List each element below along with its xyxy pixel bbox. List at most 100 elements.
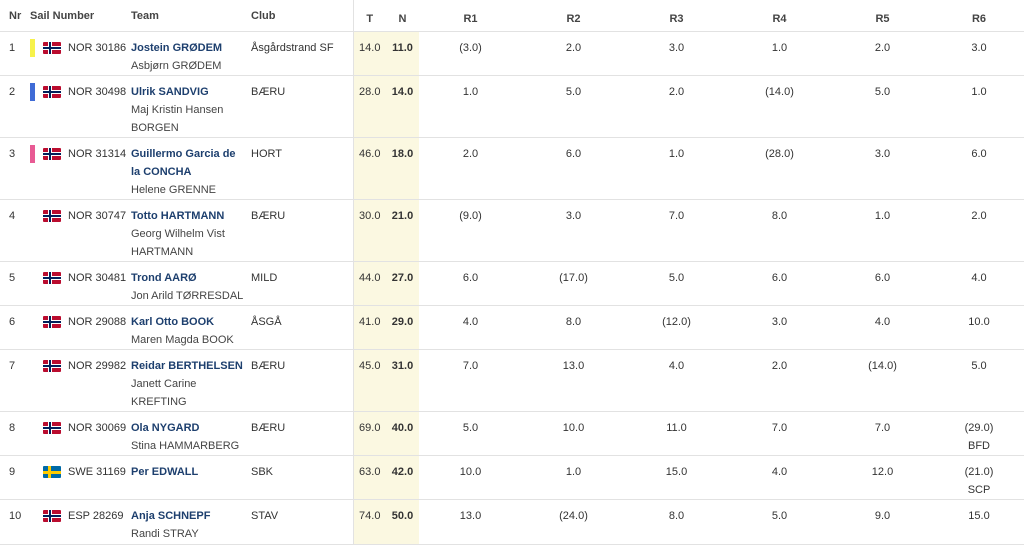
team-cell: Guillermo Garcia de la CONCHA Helene GREN… <box>131 137 251 200</box>
team-cell: Ola NYGARD Stina HAMMARBERG <box>131 411 251 456</box>
sail-number: NOR 30747 <box>68 210 127 222</box>
net-points-cell: 18.0 <box>386 137 419 200</box>
race-score: 8.0 <box>668 510 685 522</box>
rank-cell: 8 <box>0 411 30 456</box>
table-row[interactable]: 5 NOR 30481 Trond AARØ Jon Arild TØRRESDAL M… <box>0 261 1024 306</box>
race-score-cell: 3.0 <box>831 137 934 200</box>
net-points-cell: 11.0 <box>386 31 419 76</box>
skipper-link[interactable]: Totto HARTMANN <box>131 210 225 222</box>
header-club[interactable]: Club <box>251 0 353 32</box>
norway-flag-icon <box>43 422 61 434</box>
skipper-link[interactable]: Reidar BERTHELSEN <box>131 360 243 372</box>
race-score: 13.0 <box>459 510 482 522</box>
race-score: 3.0 <box>565 210 582 222</box>
race-score-cell: 7.0 <box>728 411 831 456</box>
total-points-cell: 74.0 <box>352 499 386 545</box>
race-score-cell: 3.0 <box>522 199 625 262</box>
race-score: 13.0 <box>562 360 585 372</box>
sail-number-cell: SWE 31169 <box>30 455 131 500</box>
skipper-link[interactable]: Ulrik SANDVIG <box>131 86 209 98</box>
race-score-cell: 2.0 <box>728 349 831 412</box>
skipper-link[interactable]: Ola NYGARD <box>131 422 200 434</box>
race-score: 1.0 <box>874 210 891 222</box>
race-score-cell: 7.0 <box>625 199 728 262</box>
table-row[interactable]: 8 NOR 30069 Ola NYGARD Stina HAMMARBERG BÆRU… <box>0 411 1024 456</box>
crew-name: Stina HAMMARBERG <box>131 440 240 452</box>
table-row[interactable]: 4 NOR 30747 Totto HARTMANN Georg Wilhelm Vi… <box>0 199 1024 262</box>
race-score: 5.0 <box>874 86 891 98</box>
race-score: 7.0 <box>462 360 479 372</box>
crew-name: BORGEN <box>131 122 179 134</box>
race-score-cell: 10.0 <box>419 455 522 500</box>
net-points-cell: 31.0 <box>386 349 419 412</box>
net-points-cell: 21.0 <box>386 199 419 262</box>
header-r3[interactable]: R3 <box>625 0 728 32</box>
race-score: 10.0 <box>562 422 585 434</box>
table-row[interactable]: 3 NOR 31314 Guillermo Garcia de la CONCHA H… <box>0 137 1024 200</box>
race-score-cell: 5.0 <box>728 499 831 545</box>
race-score: 9.0 <box>874 510 891 522</box>
total-points-cell: 45.0 <box>352 349 386 412</box>
header-r2[interactable]: R2 <box>522 0 625 32</box>
crew-name: Asbjørn GRØDEM <box>131 60 222 72</box>
rank-cell: 9 <box>0 455 30 500</box>
header-total[interactable]: T <box>352 0 386 32</box>
race-score: 3.0 <box>668 42 685 54</box>
race-score: 4.0 <box>771 466 788 478</box>
club-cell: Åsgårdstrand SF <box>251 31 353 76</box>
crew-name: Maren Magda BOOK <box>131 334 234 346</box>
header-r4[interactable]: R4 <box>728 0 831 32</box>
race-score: 2.0 <box>771 360 788 372</box>
race-score: 1.0 <box>565 466 582 478</box>
race-score: 10.0 <box>968 316 990 328</box>
table-row[interactable]: 9 SWE 31169 Per EDWALL SBK 63.0 42.0 10.0 1.0 15… <box>0 455 1024 500</box>
race-score: (3.0) <box>459 42 482 54</box>
skipper-link[interactable]: Trond AARØ <box>131 272 197 284</box>
race-score: (24.0) <box>559 510 588 522</box>
race-score-cell: 6.0 <box>728 261 831 306</box>
race-score: 15.0 <box>968 510 990 522</box>
table-row[interactable]: 2 NOR 30498 Ulrik SANDVIG Maj Kristin Hanse… <box>0 75 1024 138</box>
club-cell: STAV <box>251 499 353 545</box>
position-marker <box>30 83 35 101</box>
race-score: (21.0) <box>964 466 994 478</box>
table-row[interactable]: 1 NOR 30186 Jostein GRØDEM Asbjørn GRØDEM Ås… <box>0 31 1024 76</box>
skipper-link[interactable]: Per EDWALL <box>131 466 199 478</box>
team-cell: Trond AARØ Jon Arild TØRRESDAL <box>131 261 251 306</box>
race-score-cell: 4.0 <box>831 305 934 350</box>
sail-number-cell: NOR 31314 <box>30 137 131 200</box>
race-score: 3.0 <box>874 148 891 160</box>
skipper-link[interactable]: Jostein GRØDEM <box>131 42 223 54</box>
race-score: (9.0) <box>459 210 482 222</box>
race-score-cell: 1.0 <box>831 199 934 262</box>
net-points-cell: 40.0 <box>386 411 419 456</box>
header-team[interactable]: Team <box>131 0 251 32</box>
header-r1[interactable]: R1 <box>419 0 522 32</box>
race-score-cell: (17.0) <box>522 261 625 306</box>
race-score: 1.0 <box>771 42 788 54</box>
race-score-cell: 8.0 <box>625 499 728 545</box>
race-score: 3.0 <box>971 42 987 54</box>
header-net[interactable]: N <box>386 0 419 32</box>
sail-number-cell: ESP 28269 <box>30 499 131 545</box>
skipper-link[interactable]: Anja SCHNEPF <box>131 510 211 522</box>
sail-number: NOR 30498 <box>68 86 127 98</box>
team-cell: Ulrik SANDVIG Maj Kristin Hansen BORGEN <box>131 75 251 138</box>
rank-cell: 1 <box>0 31 30 76</box>
header-r6[interactable]: R6 <box>934 0 1024 32</box>
club-cell: BÆRU <box>251 75 353 138</box>
norway-flag-icon <box>43 210 61 222</box>
table-row[interactable]: 7 NOR 29982 Reidar BERTHELSEN Janett Carine… <box>0 349 1024 412</box>
race-score-cell: 6.0 <box>419 261 522 306</box>
header-r5[interactable]: R5 <box>831 0 934 32</box>
skipper-link[interactable]: Karl Otto BOOK <box>131 316 215 328</box>
header-sail-number[interactable]: Sail Number <box>30 0 131 32</box>
header-nr[interactable]: Nr <box>0 0 30 32</box>
race-score-cell: (9.0) <box>419 199 522 262</box>
total-points-cell: 41.0 <box>352 305 386 350</box>
club-cell: BÆRU <box>251 411 353 456</box>
table-row[interactable]: 10 ESP 28269 Anja SCHNEPF Randi STRAY STAV 74… <box>0 499 1024 545</box>
table-row[interactable]: 6 NOR 29088 Karl Otto BOOK Maren Magda BOOK… <box>0 305 1024 350</box>
skipper-link[interactable]: Guillermo Garcia de la CONCHA <box>131 148 236 178</box>
